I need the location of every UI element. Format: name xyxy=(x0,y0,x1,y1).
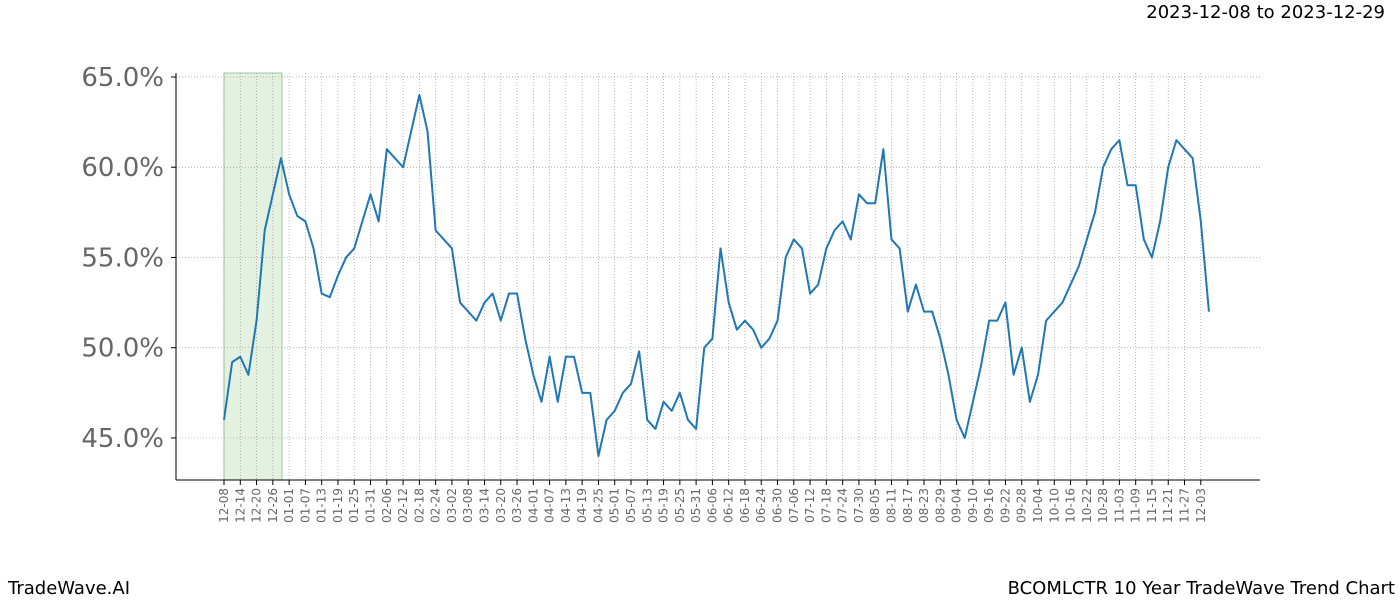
date-range: 2023-12-08 to 2023-12-29 xyxy=(1146,2,1385,23)
x-tick-label: 03-14 xyxy=(477,488,491,523)
x-tick-label: 05-07 xyxy=(624,488,638,523)
x-tick-label: 09-16 xyxy=(982,488,996,523)
x-tick-label: 07-24 xyxy=(836,488,850,523)
x-tick-label: 05-01 xyxy=(608,488,622,523)
y-tick-label: 50.0% xyxy=(81,334,164,364)
x-tick-label: 11-15 xyxy=(1145,488,1159,523)
plot-area: 45.0% 50.0% 55.0% 60.0% 65.0% 12-08 12-14 12-20… xyxy=(81,63,1260,523)
x-tick-label: 12-26 xyxy=(266,488,280,523)
x-tick-label: 11-03 xyxy=(1112,488,1126,523)
x-tick-label: 01-07 xyxy=(298,488,312,523)
x-tick-label: 03-26 xyxy=(510,488,524,523)
x-tick-label: 06-30 xyxy=(771,488,785,523)
x-tick-label: 02-24 xyxy=(429,488,443,523)
x-tick-label: 07-18 xyxy=(819,488,833,523)
x-tick-label: 06-06 xyxy=(705,488,719,523)
x-tick-label: 09-10 xyxy=(966,488,980,523)
x-tick-label: 04-01 xyxy=(526,488,540,523)
x-tick-label: 05-25 xyxy=(673,488,687,523)
x-tick-label: 05-19 xyxy=(657,488,671,523)
x-tick-label: 01-13 xyxy=(315,488,329,523)
x-tick-label: 03-20 xyxy=(494,488,508,523)
x-tick-label: 10-28 xyxy=(1096,488,1110,523)
x-tick-label: 10-10 xyxy=(1047,488,1061,523)
x-tick-label: 08-23 xyxy=(917,488,931,523)
x-tick-label: 05-31 xyxy=(689,488,703,523)
x-tick-label: 01-19 xyxy=(331,488,345,523)
x-tick-label: 11-21 xyxy=(1161,488,1175,523)
x-tick-label: 01-01 xyxy=(282,488,296,523)
chart-caption: BCOMLCTR 10 Year TradeWave Trend Chart xyxy=(1008,578,1395,599)
y-tick-label: 45.0% xyxy=(81,424,164,454)
x-tick-label: 07-06 xyxy=(787,488,801,523)
x-tick-label: 08-05 xyxy=(868,488,882,523)
x-tick-label: 12-03 xyxy=(1194,488,1208,523)
x-tick-label: 04-19 xyxy=(575,488,589,523)
trend-line xyxy=(223,94,1210,457)
x-tick-label: 11-09 xyxy=(1129,488,1143,523)
x-tick-label: 10-04 xyxy=(1031,488,1045,523)
x-tick-label: 10-22 xyxy=(1080,488,1094,523)
x-tick-label: 06-18 xyxy=(738,488,752,523)
y-tick-label: 65.0% xyxy=(81,63,164,93)
x-tick-label: 09-04 xyxy=(950,488,964,523)
x-tick-label: 04-07 xyxy=(543,488,557,523)
x-tick-label: 02-18 xyxy=(412,488,426,523)
x-tick-label: 01-25 xyxy=(347,488,361,523)
x-tick-label: 12-08 xyxy=(217,488,231,523)
x-tick-label: 10-16 xyxy=(1064,488,1078,523)
x-tick-label: 06-24 xyxy=(754,488,768,523)
x-tick-label: 12-20 xyxy=(250,488,264,523)
x-tick-label: 04-13 xyxy=(559,488,573,523)
x-tick-label: 09-28 xyxy=(1015,488,1029,523)
x-tick-label: 11-27 xyxy=(1178,488,1192,523)
brand: TradeWave.AI xyxy=(7,578,130,599)
x-tick-label: 01-31 xyxy=(364,488,378,523)
x-tick-label: 08-29 xyxy=(933,488,947,523)
x-tick-label: 06-12 xyxy=(722,488,736,523)
x-tick-label: 05-13 xyxy=(640,488,654,523)
x-tick-label: 02-06 xyxy=(380,488,394,523)
y-tick-label: 55.0% xyxy=(81,243,164,273)
x-tick-label: 03-08 xyxy=(461,488,475,523)
x-tick-label: 07-30 xyxy=(852,488,866,523)
x-tick-label: 08-11 xyxy=(884,488,898,523)
x-tick-label: 07-12 xyxy=(803,488,817,523)
x-tick-label: 04-25 xyxy=(591,488,605,523)
x-tick-label: 08-17 xyxy=(901,488,915,523)
x-tick-label: 03-02 xyxy=(445,488,459,523)
x-tick-label: 12-14 xyxy=(233,488,247,523)
highlight-band xyxy=(223,72,283,481)
x-tick-label: 09-22 xyxy=(998,488,1012,523)
y-tick-label: 60.0% xyxy=(81,153,164,183)
x-tick-label: 02-12 xyxy=(396,488,410,523)
